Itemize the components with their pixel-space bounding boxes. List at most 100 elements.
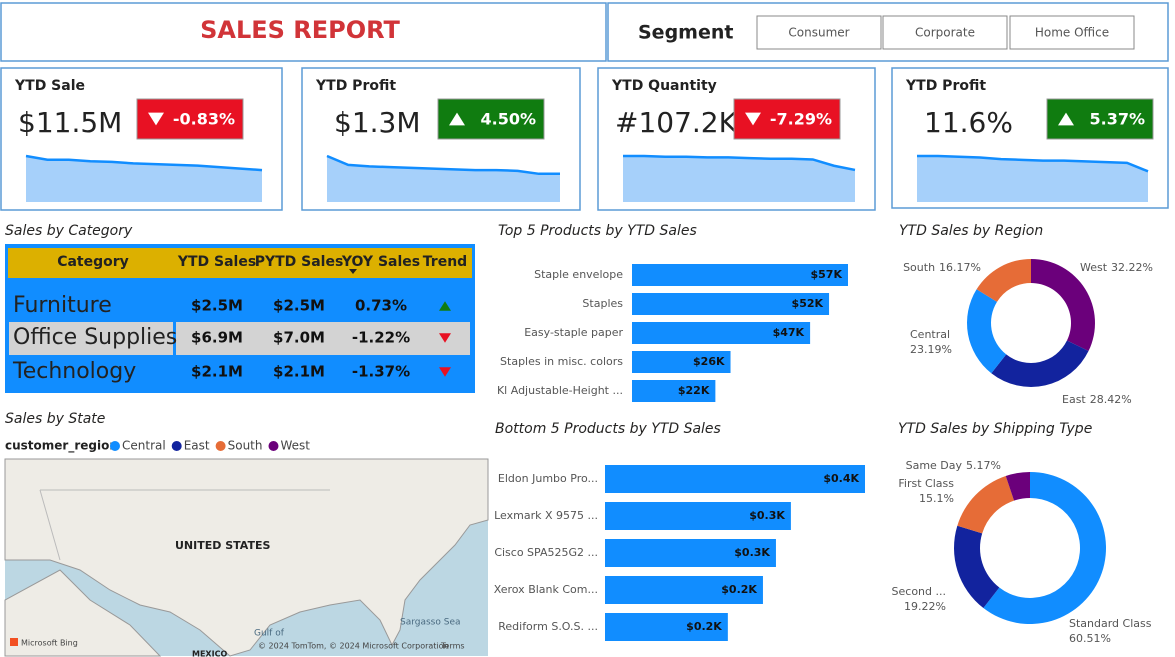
donut-slice (976, 259, 1031, 302)
kpi-arrow (148, 112, 164, 126)
chart-title: Top 5 Products by YTD Sales (498, 223, 697, 239)
segment-label: Segment (638, 22, 733, 44)
donut-slice (1031, 259, 1095, 352)
slice-value: 60.51% (1069, 632, 1111, 645)
map-label: Gulf of (254, 629, 285, 639)
bar-value-label: $22K (678, 384, 710, 397)
kpi-change: -7.29% (770, 110, 832, 129)
table-header: PYTD Sales (255, 254, 344, 270)
slice-label: Central 23.19% (910, 328, 952, 356)
bar-value-label: $0.3K (749, 509, 785, 522)
legend-dot (110, 441, 120, 451)
segment-option[interactable]: Consumer (788, 26, 849, 40)
legend-dot (171, 441, 182, 451)
table-cell: $7.0M (273, 329, 325, 347)
sparkline-line (917, 154, 1149, 173)
map-land (4, 458, 489, 657)
row-highlight (176, 322, 470, 355)
table-header-row (8, 248, 472, 278)
slice-category: Central (910, 328, 950, 341)
table-header: Category (57, 254, 129, 270)
map-title: Sales by State (5, 411, 105, 427)
bar-value-label: $47K (773, 326, 805, 339)
category-name: Furniture (13, 293, 112, 318)
map-label: Sargasso Sea (400, 618, 461, 628)
category-name: Office Supplies (13, 325, 177, 350)
bar (605, 465, 865, 493)
slice-label: West 32.22% (1080, 261, 1153, 274)
slice-category: East (1062, 393, 1086, 406)
bar-category: Eldon Jumbo Pro... (498, 472, 598, 485)
kpi-change: -0.83% (173, 110, 235, 129)
kpi-title: YTD Quantity (611, 78, 717, 94)
slice-label: Second ... 19.22% (892, 585, 946, 613)
segment-option[interactable]: Home Office (1035, 26, 1109, 40)
donut-slice (957, 475, 1015, 534)
bar-category: Staples (582, 297, 623, 310)
bar (605, 502, 791, 530)
table-cell: $6.9M (191, 329, 243, 347)
map-legend: Central East South West (110, 439, 310, 453)
slice-label: South 16.17% (903, 261, 981, 274)
slice-label: Same Day 5.17% (906, 459, 1001, 472)
sparkline-line (25, 154, 263, 172)
legend-label: Central (122, 439, 166, 453)
trend-arrow (439, 301, 451, 311)
table-cell: $2.5M (273, 297, 325, 315)
slice-value: 32.22% (1111, 261, 1153, 274)
table-cell: -1.22% (352, 329, 410, 347)
kpi-value: $1.3M (334, 106, 421, 139)
slice-value: 19.22% (904, 600, 946, 613)
trend-arrow (439, 367, 451, 377)
segment-button[interactable] (1009, 15, 1135, 50)
kpi-change: 5.37% (1089, 110, 1145, 129)
donut-slice (1005, 472, 1030, 501)
kpi-title: YTD Profit (315, 78, 396, 94)
slice-value: 28.42% (1090, 393, 1132, 406)
kpi-arrow (1058, 112, 1074, 126)
segment-option[interactable]: Corporate (915, 26, 975, 40)
bar-category: Lexmark X 9575 ... (494, 509, 598, 522)
map-label: © 2024 TomTom, © 2024 Microsoft Corporat… (258, 642, 449, 651)
slice-value: 16.17% (939, 261, 981, 274)
map-label[interactable]: Terms (440, 642, 465, 651)
table-title: Sales by Category (5, 223, 133, 239)
header-box (0, 2, 607, 62)
bar-value-label: $0.2K (686, 620, 722, 633)
donut-slice (967, 289, 1007, 374)
slice-label: Standard Class 60.51% (1069, 617, 1152, 645)
bar-category: Easy-staple paper (524, 326, 623, 339)
table-header: Trend (423, 254, 467, 270)
row-highlight (9, 322, 173, 355)
segment-button[interactable] (756, 15, 882, 50)
legend-dot (215, 441, 226, 451)
kpi-value: $11.5M (18, 106, 122, 139)
kpi-title: YTD Profit (905, 78, 986, 94)
bar-value-label: $26K (693, 355, 725, 368)
kpi-arrow (745, 112, 761, 126)
bar-category: Rediform S.O.S. ... (498, 620, 598, 633)
map-border (39, 489, 330, 561)
slice-value: 15.1% (919, 492, 954, 505)
sparkline-line (326, 154, 560, 176)
bar (632, 322, 811, 344)
segment-button[interactable] (882, 15, 1008, 50)
slice-category: Same Day (906, 459, 963, 472)
legend-label: West (280, 439, 310, 453)
bar-value-label: $52K (792, 297, 824, 310)
slice-category: Standard Class (1069, 617, 1152, 630)
slice-category: South (903, 261, 935, 274)
donut-slice (983, 472, 1106, 625)
bar (605, 613, 728, 641)
table-cell: $2.1M (273, 363, 325, 381)
slice-category: First Class (898, 477, 954, 490)
slice-label: East 28.42% (1062, 393, 1132, 406)
slice-value: 23.19% (910, 343, 952, 356)
bar-value-label: $0.2K (721, 583, 757, 596)
bar-category: Kl Adjustable-Height ... (497, 384, 623, 397)
slice-label: First Class 15.1% (898, 477, 954, 505)
